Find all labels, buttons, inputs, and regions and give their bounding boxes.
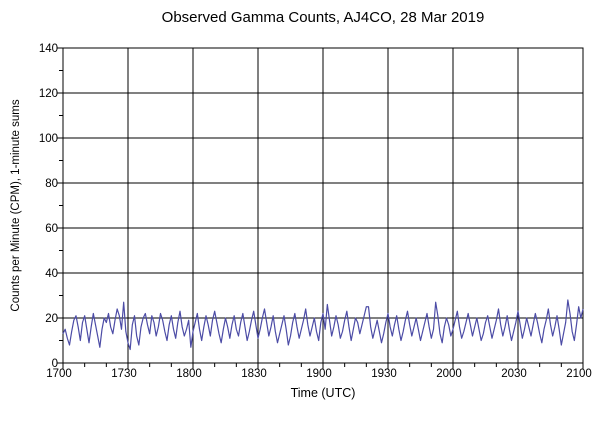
- x-tick-label: 2030: [501, 368, 527, 380]
- plot-frame: [62, 47, 584, 364]
- x-tick-label: 1700: [46, 368, 72, 380]
- y-tick-label: 40: [45, 268, 58, 280]
- y-tick-label: 20: [45, 313, 58, 325]
- y-tick-label: 0: [52, 358, 58, 370]
- x-axis-title: Time (UTC): [290, 386, 356, 400]
- x-tick-label: 2000: [436, 368, 462, 380]
- y-tick-label: 100: [39, 133, 58, 145]
- x-tick-label: 1900: [306, 368, 332, 380]
- x-tick-label: 1730: [111, 368, 137, 380]
- x-tick-label: 1930: [371, 368, 397, 380]
- x-tick-label: 1800: [176, 368, 202, 380]
- y-tick-label: 80: [45, 178, 58, 190]
- gamma-counts-series-line: [62, 299, 584, 351]
- x-tick-label: 2100: [566, 368, 592, 380]
- y-tick-label: 140: [39, 43, 58, 55]
- y-tick-label: 120: [39, 88, 58, 100]
- y-tick-label: 60: [45, 223, 58, 235]
- x-tick-label: 1830: [241, 368, 267, 380]
- chart-title: Observed Gamma Counts, AJ4CO, 28 Mar 201…: [161, 9, 485, 26]
